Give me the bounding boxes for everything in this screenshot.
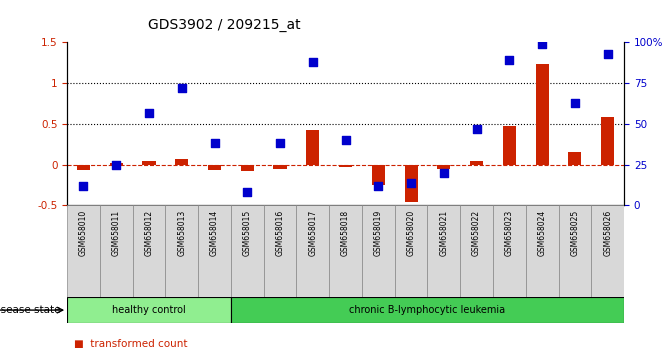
Bar [231,205,264,297]
Bar [601,118,614,165]
Bar [306,130,319,165]
Bar [591,205,624,297]
Bar [395,205,427,297]
Bar [231,297,624,323]
Bar [133,205,165,297]
Text: chronic B-lymphocytic leukemia: chronic B-lymphocytic leukemia [350,305,505,315]
Bar [362,205,395,297]
Point [504,58,515,63]
Text: GDS3902 / 209215_at: GDS3902 / 209215_at [148,18,300,32]
Bar [67,297,231,323]
Text: GSM658012: GSM658012 [144,210,154,256]
Text: disease state: disease state [0,305,60,315]
Text: GSM658013: GSM658013 [177,210,187,256]
Point [406,180,417,185]
Bar [109,163,123,165]
Point [373,183,384,189]
Bar [274,165,287,169]
Bar [208,165,221,170]
Point [570,100,580,105]
Point [340,137,351,143]
Bar [460,205,493,297]
Text: GSM658014: GSM658014 [210,210,219,256]
Bar [503,126,516,165]
Point [111,162,121,167]
Point [176,85,187,91]
Bar [297,205,329,297]
Bar [405,165,417,202]
Text: GSM658016: GSM658016 [276,210,285,256]
Bar [165,205,198,297]
Point [603,51,613,57]
Point [537,41,548,47]
Point [209,141,220,146]
Bar [470,161,483,165]
Point [274,141,285,146]
Bar [77,165,90,170]
Bar [427,205,460,297]
Point [78,183,89,189]
Point [471,126,482,132]
Point [438,170,449,176]
Text: GSM658018: GSM658018 [341,210,350,256]
Text: GSM658019: GSM658019 [374,210,383,256]
Text: GSM658025: GSM658025 [570,210,579,256]
Bar [558,205,591,297]
Bar [175,159,189,165]
Bar [142,161,156,165]
Text: GSM658026: GSM658026 [603,210,612,256]
Text: GSM658015: GSM658015 [243,210,252,256]
Bar [67,205,100,297]
Text: healthy control: healthy control [112,305,186,315]
Text: GSM658010: GSM658010 [79,210,88,256]
Bar [535,64,549,165]
Point [307,59,318,65]
Bar [493,205,526,297]
Text: GSM658021: GSM658021 [440,210,448,256]
Text: GSM658017: GSM658017 [308,210,317,256]
Text: ■  transformed count: ■ transformed count [74,339,187,349]
Text: GSM658011: GSM658011 [112,210,121,256]
Bar [372,165,385,185]
Bar [526,205,558,297]
Text: GSM658020: GSM658020 [407,210,415,256]
Point [242,189,253,195]
Bar [568,152,582,165]
Text: GSM658024: GSM658024 [537,210,547,256]
Text: GSM658023: GSM658023 [505,210,514,256]
Bar [264,205,297,297]
Text: GSM658022: GSM658022 [472,210,481,256]
Bar [437,165,450,169]
Bar [339,165,352,167]
Bar [198,205,231,297]
Bar [329,205,362,297]
Bar [100,205,133,297]
Bar [241,165,254,171]
Point [144,110,154,115]
